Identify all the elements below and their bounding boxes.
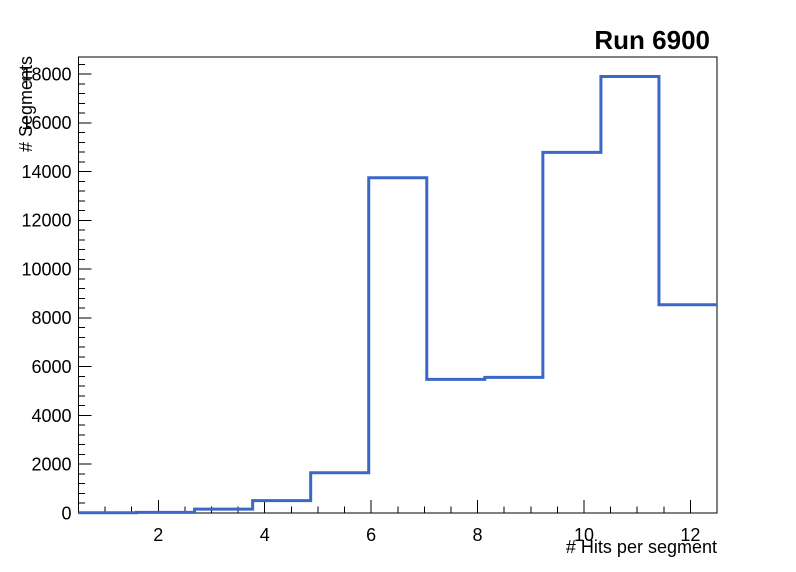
plot-frame: [78, 56, 718, 514]
y-tick-label: 0: [61, 503, 71, 523]
histogram-step-line: [78, 75, 717, 515]
y-tick-label: 10000: [21, 259, 71, 279]
y-tick-label: 14000: [21, 162, 71, 182]
y-tick-label: 18000: [21, 64, 71, 84]
chart-title: Run 6900: [594, 25, 710, 55]
y-tick-label: 8000: [31, 308, 71, 328]
x-tick-label: 10: [574, 525, 594, 545]
y-tick-label: 12000: [21, 211, 71, 231]
x-tick-label: 12: [680, 525, 700, 545]
y-tick-label: 6000: [31, 357, 71, 377]
y-tick-label: 4000: [31, 406, 71, 426]
x-tick-label: 4: [260, 525, 270, 545]
x-tick-label: 8: [473, 525, 483, 545]
y-tick-label: 16000: [21, 113, 71, 133]
tick-labels: 2 4 6 8 10 12 0 2000 4000 6000 8000 10000 12000 14000…: [21, 64, 700, 545]
x-axis-title: # Hits per segment: [565, 537, 717, 557]
y-axis-title: # Segments: [16, 55, 36, 152]
y-tick-label: 2000: [31, 455, 71, 475]
x-tick-label: 2: [153, 525, 163, 545]
axis-ticks: [78, 63, 691, 514]
x-tick-label: 6: [366, 525, 376, 545]
